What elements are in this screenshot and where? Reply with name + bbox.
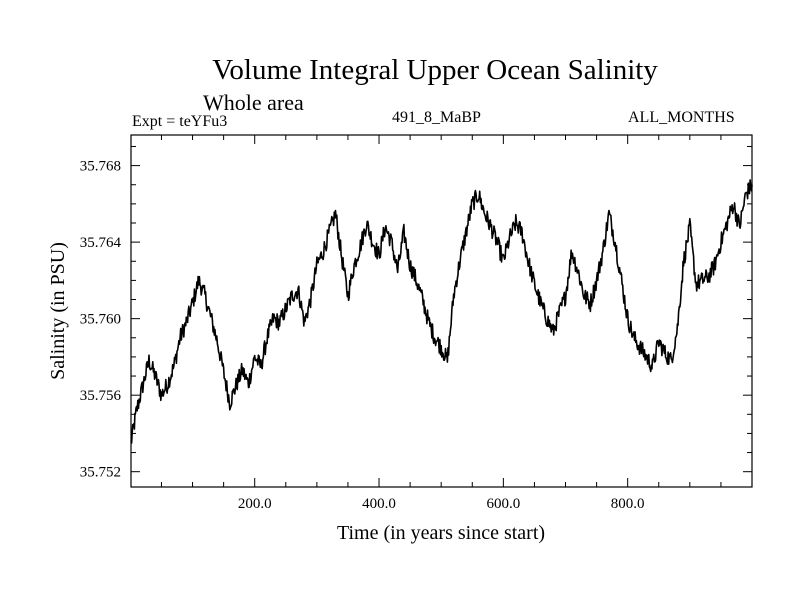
y-tick-label: 35.768 <box>80 159 121 175</box>
chart-title: Volume Integral Upper Ocean Salinity <box>212 54 658 86</box>
plot-frame <box>130 134 753 488</box>
y-tick-label: 35.764 <box>80 235 122 251</box>
y-tick-label: 35.760 <box>80 312 121 328</box>
x-tick-label: 800.0 <box>611 496 645 512</box>
y-axis-label: Salinity (in PSU) <box>47 242 69 380</box>
experiment-label: Expt = teYFu3 <box>132 113 228 130</box>
run-label: 491_8_MaBP <box>392 109 481 126</box>
chart-subtitle: Whole area <box>203 90 304 115</box>
x-axis-label: Time (in years since start) <box>337 522 545 544</box>
y-tick-label: 35.756 <box>80 388 122 404</box>
x-tick-label: 400.0 <box>362 496 396 512</box>
x-tick-label: 600.0 <box>486 496 520 512</box>
y-tick-label: 35.752 <box>80 465 121 481</box>
salinity-series-line <box>130 179 753 444</box>
x-tick-label: 200.0 <box>238 496 272 512</box>
months-label: ALL_MONTHS <box>628 109 735 126</box>
